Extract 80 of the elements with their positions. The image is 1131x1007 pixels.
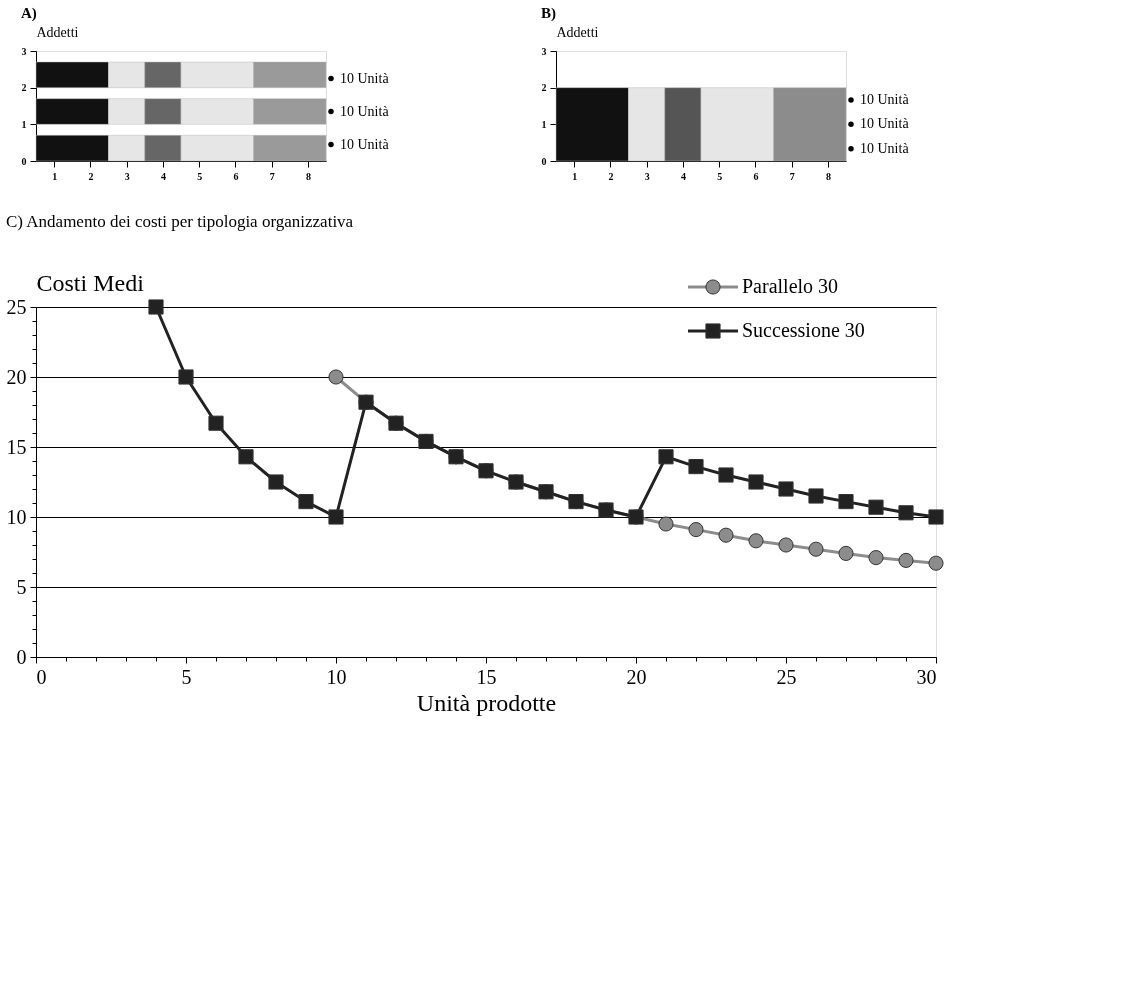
point (778, 481, 794, 497)
point (718, 527, 734, 543)
point (298, 494, 314, 510)
x-axis-title: Unità prodotte (416, 689, 557, 716)
x-tick-label: 7 (789, 170, 795, 182)
x-tick-label: 1 (572, 170, 578, 182)
x-tick-label: 7 (269, 170, 275, 182)
text: 10 Unità (860, 91, 910, 107)
legend-label: Parallelo 30 (742, 275, 839, 297)
point (148, 299, 164, 315)
x-tick-label: 4 (680, 170, 686, 182)
chart-title: C) Andamento dei costi per tipologia organizzativa (6, 212, 354, 231)
y-tick-label: 25 (6, 295, 27, 318)
point (898, 505, 914, 521)
x-tick-label: 6 (233, 170, 239, 182)
x-tick-label: 3 (124, 170, 130, 182)
point (778, 537, 794, 553)
text: 10 Unità (860, 116, 910, 132)
point (718, 467, 734, 483)
legend-label: Successione 30 (742, 319, 865, 341)
point (868, 550, 884, 566)
y-tick-label: 0 (541, 155, 547, 167)
point (688, 459, 704, 475)
point (838, 494, 854, 510)
text: 10 Unità (340, 103, 390, 119)
y-tick-label: 3 (21, 45, 27, 57)
y-tick-label: 0 (16, 645, 27, 668)
x-tick-label: 1 (52, 170, 58, 182)
y-tick-label: 10 (6, 505, 27, 528)
y-axis-title: Costi Medi (36, 269, 145, 296)
y-tick-label: 20 (6, 365, 27, 388)
x-tick-label: 10 (326, 665, 347, 688)
x-tick-label: 25 (776, 665, 797, 688)
point (328, 509, 344, 525)
point (238, 449, 254, 465)
x-tick-label: 15 (476, 665, 497, 688)
y-tick-label: 2 (541, 82, 547, 94)
x-tick-label: 30 (916, 665, 937, 688)
point (328, 369, 344, 385)
chart-title: B) (541, 5, 556, 22)
point (868, 499, 884, 515)
x-tick-label: 4 (160, 170, 166, 182)
y-tick-label: 15 (6, 435, 27, 458)
point (928, 555, 944, 571)
point (748, 533, 764, 549)
y-tick-label: 1 (541, 118, 547, 130)
y-tick-label: 3 (541, 45, 547, 57)
point (748, 474, 764, 490)
point (658, 516, 674, 532)
x-tick-label: 0 (36, 665, 47, 688)
point (208, 415, 224, 431)
point (898, 552, 914, 568)
y-tick-label: 1 (21, 118, 27, 130)
x-tick-label: 2 (88, 170, 94, 182)
y-tick-label: 0 (21, 155, 27, 167)
x-tick-label: 5 (181, 665, 192, 688)
point (808, 541, 824, 557)
chart-title: A) (21, 5, 37, 22)
point (658, 449, 674, 465)
x-tick-label: 2 (608, 170, 614, 182)
x-tick-label: 3 (644, 170, 650, 182)
x-tick-label: 5 (717, 170, 723, 182)
point (928, 509, 944, 525)
x-tick-label: 6 (753, 170, 759, 182)
x-tick-label: 8 (825, 170, 831, 182)
point (838, 545, 854, 561)
point (688, 522, 704, 538)
x-tick-label: 20 (626, 665, 647, 688)
point (268, 474, 284, 490)
point (178, 369, 194, 385)
text: 10 Unità (860, 140, 910, 156)
y-tick-label: 5 (16, 575, 27, 598)
y-tick-label: 2 (21, 82, 27, 94)
point (808, 488, 824, 504)
x-tick-label: 5 (197, 170, 203, 182)
text: 10 Unità (340, 136, 390, 152)
x-tick-label: 8 (305, 170, 311, 182)
y-axis-title: Addetti (556, 24, 599, 40)
text: 10 Unità (340, 70, 390, 86)
y-axis-title: Addetti (36, 24, 79, 40)
